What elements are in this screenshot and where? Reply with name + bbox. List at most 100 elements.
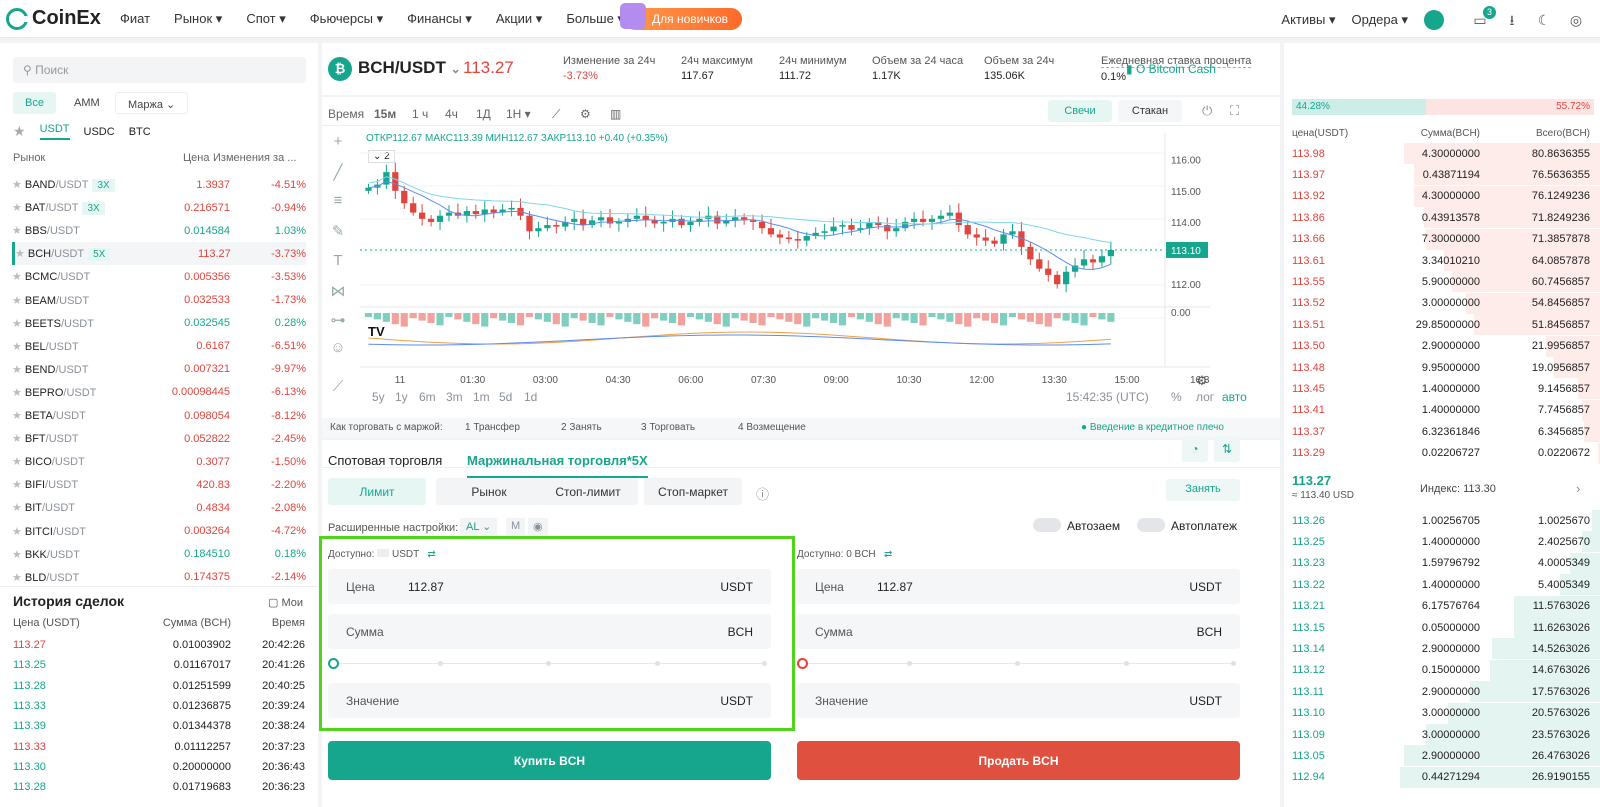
leverage-intro-link[interactable]: ● Введение в кредитное плечо bbox=[1081, 422, 1224, 433]
nav-market[interactable]: Рынок ▾ bbox=[174, 11, 223, 26]
tab-margin-trading[interactable]: Маржинальная торговля*5X bbox=[467, 453, 648, 478]
step-transfer[interactable]: 1 Трансфер bbox=[465, 422, 520, 433]
filter-margin[interactable]: Маржа ⌄ bbox=[115, 92, 189, 114]
sell-amount-slider[interactable] bbox=[797, 657, 1240, 671]
fullscreen-icon[interactable]: ⛶ bbox=[1230, 103, 1240, 118]
bid-row[interactable]: 113.05 2.90000000 26.4763026 bbox=[1292, 745, 1594, 766]
market-row[interactable]: ★ BEL/USDT 0.6167 -6.51% bbox=[12, 335, 306, 358]
chevron-right-icon[interactable]: › bbox=[1576, 481, 1581, 496]
borrow-button[interactable]: Занять bbox=[1166, 479, 1240, 501]
favorite-star-icon[interactable]: ★ bbox=[12, 294, 22, 307]
indicators-icon[interactable]: ▥ bbox=[610, 107, 622, 121]
chart-type-icon[interactable]: ⟋ bbox=[552, 107, 561, 121]
range-6m[interactable]: 6m bbox=[419, 390, 436, 404]
bid-row[interactable]: 113.26 1.00256705 1.0025670 bbox=[1292, 510, 1594, 531]
filter-amm[interactable]: AMM bbox=[74, 97, 100, 109]
favorite-star-icon[interactable]: ★ bbox=[15, 248, 25, 261]
order-type-stop-market[interactable]: Стоп-маркет bbox=[644, 478, 742, 505]
favorite-star-icon[interactable]: ★ bbox=[12, 479, 22, 492]
ask-row[interactable]: 113.55 5.90000000 60.7456857 bbox=[1292, 271, 1594, 292]
favorite-star-icon[interactable]: ★ bbox=[12, 317, 22, 330]
filter-settings-icon[interactable]: ⇅ bbox=[1214, 436, 1240, 462]
step-repay[interactable]: 4 Возмещение bbox=[738, 422, 806, 433]
search-input[interactable]: ⚲ Поиск bbox=[13, 57, 306, 83]
candlestick-chart[interactable]: 116.00 115.00 114.00 113.10 112.00 0.00 11 01:3… bbox=[360, 133, 1210, 395]
auto-scale-toggle[interactable]: авто bbox=[1222, 390, 1247, 404]
col-change[interactable]: Изменения за ... bbox=[213, 152, 297, 164]
ask-row[interactable]: 113.97 0.43871194 76.5636355 bbox=[1292, 164, 1594, 185]
bid-row[interactable]: 113.10 3.00000000 20.5763026 bbox=[1292, 703, 1594, 724]
favorites-star-icon[interactable]: ★ bbox=[13, 123, 26, 139]
buy-price-field[interactable]: Цена 112.87 USDT bbox=[328, 569, 771, 604]
market-row[interactable]: ★ BICO/USDT 0.3077 -1.50% bbox=[12, 450, 306, 473]
nav-stocks[interactable]: Акции ▾ bbox=[495, 11, 543, 26]
col-market[interactable]: Рынок bbox=[13, 152, 46, 164]
favorite-star-icon[interactable]: ★ bbox=[12, 386, 22, 399]
sell-slider-handle[interactable] bbox=[797, 658, 808, 669]
favorite-star-icon[interactable]: ★ bbox=[12, 456, 22, 469]
ask-row[interactable]: 113.50 2.90000000 21.9956857 bbox=[1292, 336, 1594, 357]
col-price[interactable]: Цена bbox=[183, 152, 210, 164]
ask-row[interactable]: 113.98 4.30000000 80.8636355 bbox=[1292, 143, 1594, 164]
tab-spot-trading[interactable]: Спотовая торговля bbox=[328, 453, 443, 468]
coinex-logo[interactable]: CoinEx bbox=[6, 7, 101, 30]
favorite-star-icon[interactable]: ★ bbox=[12, 433, 22, 446]
buy-amount-slider[interactable] bbox=[328, 657, 771, 671]
download-icon[interactable]: ⭳ bbox=[1509, 12, 1515, 28]
nav-fiat[interactable]: Фиат bbox=[120, 11, 151, 26]
market-row[interactable]: ★ BCMC/USDT 0.005356 -3.53% bbox=[12, 265, 306, 288]
range-5d[interactable]: 5d bbox=[499, 390, 513, 404]
interval-1h[interactable]: 1 ч bbox=[412, 107, 429, 121]
order-type-limit[interactable]: Лимит bbox=[328, 478, 426, 505]
favorite-star-icon[interactable]: ★ bbox=[12, 271, 22, 284]
advanced-setting-select[interactable]: AL ⌄ bbox=[460, 518, 498, 536]
market-row[interactable]: ★ BCH/USDT 5X 113.27 -3.73% bbox=[12, 242, 306, 266]
quote-tab-usdc[interactable]: USDC bbox=[83, 125, 115, 138]
interval-15m[interactable]: 15м bbox=[374, 107, 397, 121]
favorite-star-icon[interactable]: ★ bbox=[12, 340, 22, 353]
market-row[interactable]: ★ BEETS/USDT 0.032545 0.28% bbox=[12, 312, 306, 335]
nav-finance[interactable]: Финансы ▾ bbox=[407, 11, 472, 26]
pie-chart-icon[interactable]: ◔ bbox=[1182, 436, 1208, 462]
ask-row[interactable]: 113.66 7.30000000 71.3857878 bbox=[1292, 229, 1594, 250]
filter-all[interactable]: Все bbox=[13, 92, 56, 114]
bid-row[interactable]: 113.09 3.00000000 23.5763026 bbox=[1292, 724, 1594, 745]
bid-row[interactable]: 113.15 0.05000000 11.6263026 bbox=[1292, 617, 1594, 638]
buy-slider-handle[interactable] bbox=[328, 658, 339, 669]
ask-row[interactable]: 113.61 3.34010210 64.0857878 bbox=[1292, 250, 1594, 271]
market-row[interactable]: ★ BEAM/USDT 0.032533 -1.73% bbox=[12, 289, 306, 312]
moon-icon[interactable]: ☾ bbox=[1537, 12, 1551, 28]
my-trades-checkbox[interactable]: ▢ Мои bbox=[268, 597, 304, 609]
pattern-icon[interactable]: ⋈ bbox=[330, 283, 346, 300]
favorite-star-icon[interactable]: ★ bbox=[12, 502, 22, 515]
order-type-market[interactable]: Рынок bbox=[436, 478, 542, 505]
view-candles-tab[interactable]: Свечи bbox=[1048, 100, 1112, 122]
ask-row[interactable]: 113.86 0.43913578 71.8249236 bbox=[1292, 207, 1594, 228]
sell-amount-field[interactable]: Сумма BCH bbox=[797, 614, 1240, 649]
interval-1d[interactable]: 1Д bbox=[476, 107, 491, 121]
sell-button[interactable]: Продать BCH bbox=[797, 741, 1240, 780]
power-icon[interactable]: ⏻ bbox=[1202, 103, 1213, 118]
globe-icon[interactable]: ◎ bbox=[1569, 12, 1583, 28]
bid-row[interactable]: 113.23 1.59796792 4.0005349 bbox=[1292, 553, 1594, 574]
market-row[interactable]: ★ BAT/USDT 3X 0.216571 -0.94% bbox=[12, 196, 306, 219]
range-3m[interactable]: 3m bbox=[446, 390, 463, 404]
info-icon[interactable]: ⓘ bbox=[756, 487, 770, 502]
buy-value-field[interactable]: Значение USDT bbox=[328, 683, 771, 718]
buy-amount-field[interactable]: Сумма BCH bbox=[328, 614, 771, 649]
market-row[interactable]: ★ BIT/USDT 0.4834 -2.08% bbox=[12, 496, 306, 519]
ask-row[interactable]: 113.48 9.95000000 19.0956857 bbox=[1292, 357, 1594, 378]
bid-row[interactable]: 113.14 2.90000000 14.5263026 bbox=[1292, 638, 1594, 659]
sell-value-field[interactable]: Значение USDT bbox=[797, 683, 1240, 718]
auto-borrow-toggle[interactable] bbox=[1033, 518, 1061, 532]
market-row[interactable]: ★ BFT/USDT 0.052822 -2.45% bbox=[12, 427, 306, 450]
market-row[interactable]: ★ BEND/USDT 0.007321 -9.97% bbox=[12, 358, 306, 381]
favorite-star-icon[interactable]: ★ bbox=[12, 225, 22, 238]
bid-row[interactable]: 113.22 1.40000000 5.4005349 bbox=[1292, 574, 1594, 595]
interval-4h[interactable]: 4ч bbox=[445, 107, 458, 121]
orders-menu[interactable]: Ордера ▾ bbox=[1351, 12, 1408, 27]
range-1y[interactable]: 1y bbox=[395, 390, 408, 404]
trendline-icon[interactable]: ╱ bbox=[333, 164, 343, 181]
ask-row[interactable]: 113.52 3.00000000 54.8456857 bbox=[1292, 293, 1594, 314]
range-1m[interactable]: 1m bbox=[473, 390, 490, 404]
